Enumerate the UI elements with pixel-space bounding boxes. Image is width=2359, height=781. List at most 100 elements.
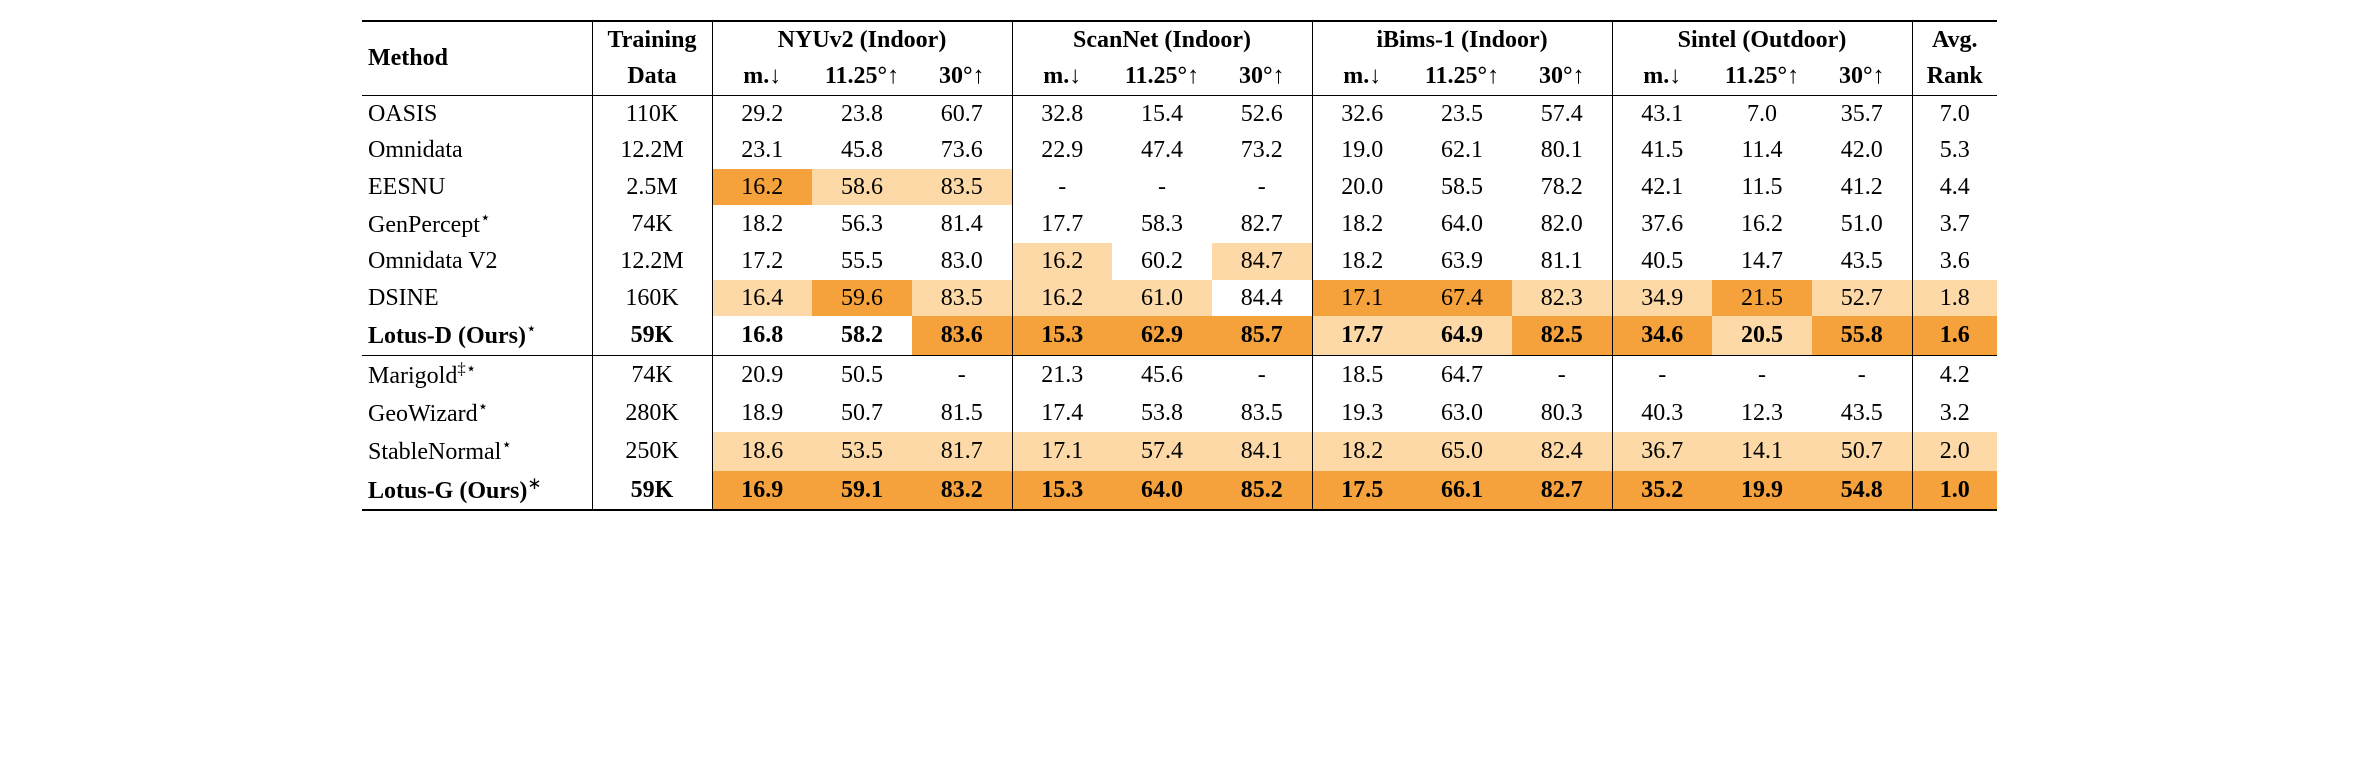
metric-cell: 16.2 xyxy=(1012,243,1112,279)
rank-cell: 3.6 xyxy=(1912,243,1997,279)
metric-cell: 19.3 xyxy=(1312,394,1412,432)
metric-cell: - xyxy=(1112,169,1212,205)
header-metric: 30°↑ xyxy=(912,58,1012,95)
training-cell: 74K xyxy=(592,205,712,243)
method-cell: Omnidata xyxy=(362,132,592,168)
rank-cell: 7.0 xyxy=(1912,95,1997,132)
method-cell: Omnidata V2 xyxy=(362,243,592,279)
metric-cell: 82.4 xyxy=(1512,432,1612,470)
metric-cell: 73.6 xyxy=(912,132,1012,168)
metric-cell: 59.6 xyxy=(812,280,912,316)
metric-cell: 20.0 xyxy=(1312,169,1412,205)
header-metric: 11.25°↑ xyxy=(1412,58,1512,95)
results-table: MethodTrainingNYUv2 (Indoor)ScanNet (Ind… xyxy=(362,20,1997,511)
method-cell: StableNormal⋆ xyxy=(362,432,592,470)
metric-cell: 16.9 xyxy=(712,471,812,510)
method-name: GenPercept xyxy=(368,212,480,238)
metric-cell: 83.5 xyxy=(1212,394,1312,432)
rank-cell: 1.6 xyxy=(1912,316,1997,355)
table-row: GeoWizard⋆280K18.950.781.517.453.883.519… xyxy=(362,394,1997,432)
metric-cell: 32.6 xyxy=(1312,95,1412,132)
header-metric: 11.25°↑ xyxy=(1112,58,1212,95)
metric-cell: 15.3 xyxy=(1012,471,1112,510)
rank-cell: 5.3 xyxy=(1912,132,1997,168)
rank-cell: 2.0 xyxy=(1912,432,1997,470)
table-row: StableNormal⋆250K18.653.581.717.157.484.… xyxy=(362,432,1997,470)
metric-cell: 67.4 xyxy=(1412,280,1512,316)
metric-cell: 82.3 xyxy=(1512,280,1612,316)
training-cell: 59K xyxy=(592,316,712,355)
metric-cell: 23.1 xyxy=(712,132,812,168)
metric-cell: 64.9 xyxy=(1412,316,1512,355)
header-dataset: Sintel (Outdoor) xyxy=(1612,21,1912,58)
metric-cell: 58.5 xyxy=(1412,169,1512,205)
method-sup: ‡⋆ xyxy=(457,359,476,378)
metric-cell: 45.6 xyxy=(1112,355,1212,394)
metric-cell: - xyxy=(1012,169,1112,205)
method-name: EESNU xyxy=(368,174,445,200)
metric-cell: 15.3 xyxy=(1012,316,1112,355)
metric-cell: 85.7 xyxy=(1212,316,1312,355)
metric-cell: 60.2 xyxy=(1112,243,1212,279)
training-cell: 160K xyxy=(592,280,712,316)
header-metric: m.↓ xyxy=(1612,58,1712,95)
metric-cell: 82.7 xyxy=(1212,205,1312,243)
metric-cell: 83.6 xyxy=(912,316,1012,355)
metric-cell: 54.8 xyxy=(1812,471,1912,510)
metric-cell: 50.7 xyxy=(812,394,912,432)
metric-cell: 41.5 xyxy=(1612,132,1712,168)
method-cell: GenPercept⋆ xyxy=(362,205,592,243)
metric-cell: 51.0 xyxy=(1812,205,1912,243)
metric-cell: 17.1 xyxy=(1312,280,1412,316)
metric-cell: 55.5 xyxy=(812,243,912,279)
training-cell: 2.5M xyxy=(592,169,712,205)
rank-cell: 3.2 xyxy=(1912,394,1997,432)
metric-cell: 81.5 xyxy=(912,394,1012,432)
metric-cell: 16.2 xyxy=(712,169,812,205)
metric-cell: 84.1 xyxy=(1212,432,1312,470)
header-dataset: NYUv2 (Indoor) xyxy=(712,21,1012,58)
metric-cell: 16.4 xyxy=(712,280,812,316)
method-name: OASIS xyxy=(368,101,437,127)
metric-cell: 42.0 xyxy=(1812,132,1912,168)
metric-cell: 16.8 xyxy=(712,316,812,355)
metric-cell: 18.6 xyxy=(712,432,812,470)
metric-cell: 50.5 xyxy=(812,355,912,394)
metric-cell: 23.5 xyxy=(1412,95,1512,132)
method-name: StableNormal xyxy=(368,439,501,465)
table-row: Omnidata12.2M23.145.873.622.947.473.219.… xyxy=(362,132,1997,168)
metric-cell: 82.0 xyxy=(1512,205,1612,243)
metric-cell: 43.5 xyxy=(1812,394,1912,432)
metric-cell: - xyxy=(1812,355,1912,394)
metric-cell: 83.0 xyxy=(912,243,1012,279)
metric-cell: 50.7 xyxy=(1812,432,1912,470)
metric-cell: 58.2 xyxy=(812,316,912,355)
metric-cell: 29.2 xyxy=(712,95,812,132)
header-metric: 11.25°↑ xyxy=(1712,58,1812,95)
metric-cell: 47.4 xyxy=(1112,132,1212,168)
training-cell: 12.2M xyxy=(592,132,712,168)
metric-cell: 80.3 xyxy=(1512,394,1612,432)
training-cell: 280K xyxy=(592,394,712,432)
method-name: Marigold xyxy=(368,363,457,389)
metric-cell: 81.7 xyxy=(912,432,1012,470)
method-name: Lotus-G (Ours) xyxy=(368,478,527,504)
table-row: Marigold‡⋆74K20.950.5-21.345.6-18.564.7-… xyxy=(362,355,1997,394)
metric-cell: 17.7 xyxy=(1312,316,1412,355)
rank-cell: 1.0 xyxy=(1912,471,1997,510)
metric-cell: 18.2 xyxy=(712,205,812,243)
method-name: GeoWizard xyxy=(368,401,478,427)
metric-cell: 66.1 xyxy=(1412,471,1512,510)
metric-cell: 14.1 xyxy=(1712,432,1812,470)
metric-cell: 64.0 xyxy=(1412,205,1512,243)
metric-cell: 40.5 xyxy=(1612,243,1712,279)
metric-cell: 17.7 xyxy=(1012,205,1112,243)
metric-cell: 19.0 xyxy=(1312,132,1412,168)
metric-cell: 43.1 xyxy=(1612,95,1712,132)
method-sup: ∗ xyxy=(527,474,541,493)
method-sup: ⋆ xyxy=(480,208,491,227)
header-metric: 30°↑ xyxy=(1512,58,1612,95)
metric-cell: - xyxy=(912,355,1012,394)
metric-cell: 57.4 xyxy=(1112,432,1212,470)
metric-cell: 53.8 xyxy=(1112,394,1212,432)
